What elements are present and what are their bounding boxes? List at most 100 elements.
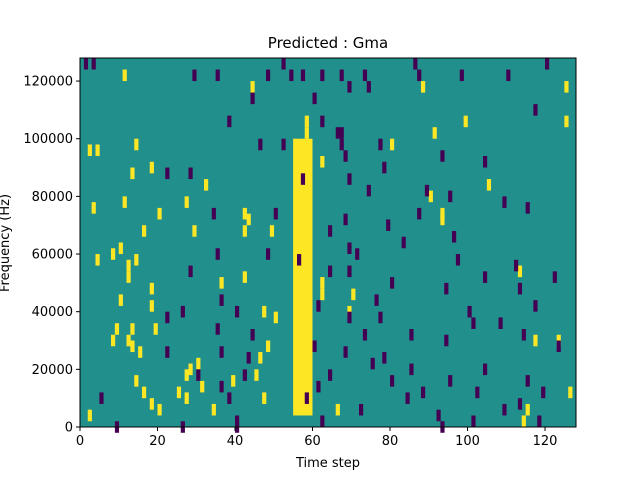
heatmap-cell-high — [126, 259, 131, 272]
heatmap-cell-high — [196, 357, 201, 370]
heatmap-cell-high — [91, 202, 96, 214]
heatmap-cell-high — [138, 346, 143, 358]
heatmap-cell-low — [312, 340, 317, 353]
heatmap-cell-low — [219, 294, 224, 306]
heatmap-cell-low — [316, 380, 321, 393]
heatmap-cell-high — [390, 138, 395, 151]
heatmap-cell-low — [347, 173, 352, 185]
heatmap-cell-high — [525, 403, 530, 416]
heatmap-cell-low — [343, 346, 348, 358]
heatmap-cell-low — [382, 161, 387, 174]
heatmap-cell-high — [87, 144, 92, 157]
heatmap-cell-low — [328, 265, 333, 278]
x-axis-ticks: 0 20 40 60 80 100 120 — [76, 427, 557, 449]
heatmap-cell-high — [157, 207, 162, 220]
heatmap-cell-low — [165, 167, 170, 180]
x-tick-label: 60 — [304, 434, 321, 449]
heatmap-cell-high — [87, 409, 92, 422]
heatmap-cell-low — [525, 202, 530, 214]
heatmap-cell-low — [99, 392, 104, 404]
heatmap-cell-low — [541, 386, 546, 399]
heatmap-cell-low — [304, 392, 309, 404]
heatmap-cell-low — [459, 69, 464, 82]
heatmap-cell-low — [343, 150, 348, 162]
heatmap-cell-low — [409, 363, 414, 376]
heatmap-cell-high — [134, 138, 139, 151]
heatmap-cell-low — [444, 334, 449, 347]
heatmap-cell-low — [413, 58, 418, 70]
heatmap-cell-low — [339, 127, 344, 139]
heatmap-cell-high — [428, 190, 433, 203]
heatmap-cell-high — [335, 403, 340, 416]
x-tick-label: 40 — [227, 434, 244, 449]
heatmap-cell-low — [421, 386, 426, 399]
heatmap-cell-low — [545, 58, 550, 70]
y-axis-ticks: 0 20000 40000 60000 80000 100000 120000 — [23, 75, 80, 436]
heatmap-background — [80, 58, 576, 427]
heatmap-cell-low — [300, 69, 306, 82]
heatmap-cell-high — [204, 179, 209, 191]
heatmap-cell-high — [320, 156, 325, 168]
heatmap-cell-high — [118, 242, 123, 255]
heatmap-cell-high — [130, 167, 135, 180]
y-tick-label: 20000 — [32, 363, 73, 378]
heatmap-cell-low — [165, 311, 170, 324]
heatmap-cell-high — [273, 311, 278, 324]
heatmap-cell-low — [347, 311, 352, 324]
heatmap-cell-low — [424, 184, 430, 197]
heatmap-cell-low — [483, 271, 488, 283]
heatmap-cell-low — [359, 403, 364, 416]
heatmap-cell-low — [533, 300, 538, 312]
heatmap-cell-low — [211, 207, 216, 220]
x-tick-label: 20 — [149, 434, 166, 449]
y-tick-label: 100000 — [23, 132, 73, 147]
heatmap-cell-low — [339, 69, 344, 82]
heatmap-cell-low — [502, 196, 507, 208]
heatmap-cell-low — [401, 236, 406, 249]
heatmap-cell-low — [91, 58, 96, 70]
heatmap-cell-high — [320, 288, 325, 301]
heatmap-cell-low — [355, 248, 360, 260]
heatmap-cell-low — [320, 115, 325, 128]
heatmap-cell-high — [95, 254, 100, 266]
heatmap-cell-high — [118, 294, 123, 306]
y-tick-label: 40000 — [32, 305, 73, 320]
heatmap-cell-low — [347, 81, 352, 93]
heatmap-cell-high — [258, 352, 263, 364]
heatmap-cell-high — [111, 248, 116, 260]
heatmap-cell-low — [235, 305, 240, 318]
heatmap-cell-high — [149, 398, 154, 410]
heatmap-cell-low — [537, 415, 542, 427]
heatmap-cell-high — [521, 415, 526, 427]
y-tick-label: 80000 — [32, 190, 73, 205]
heatmap-cell-low — [273, 207, 278, 220]
chart-title: Predicted : Gma — [268, 34, 388, 52]
heatmap-cell-high — [250, 81, 255, 93]
heatmap-cell-high — [149, 282, 154, 295]
heatmap-cell-low — [405, 392, 410, 404]
heatmap-cell-low — [196, 369, 201, 381]
heatmap-cell-low — [215, 323, 220, 335]
y-axis-label: Frequency (Hz) — [0, 194, 13, 292]
heatmap-cell-high — [95, 144, 100, 157]
plot-frame — [79, 57, 577, 428]
heatmap-cell-high — [122, 196, 127, 208]
heatmap-cell-low — [556, 340, 561, 353]
heatmap-cell-low — [339, 138, 344, 151]
heatmap-cell-high — [157, 403, 162, 416]
heatmap-cell-low — [440, 150, 445, 162]
heatmap-cell-high — [242, 271, 247, 283]
heatmap-cell-low — [506, 69, 511, 82]
heatmap-cell-low — [316, 300, 321, 312]
heatmap-cell-low — [335, 127, 340, 139]
heatmap-cell-high — [134, 375, 139, 387]
heatmap-cell-low — [378, 138, 383, 151]
heatmap-cell-low — [281, 138, 286, 151]
heatmap-cell-low — [347, 265, 352, 278]
heatmap-cell-low — [300, 173, 306, 185]
heatmap-cell-low — [215, 69, 220, 82]
heatmap-cell-high — [564, 81, 569, 93]
heatmap-cell-low — [83, 58, 89, 70]
heatmap-cell-low — [517, 282, 523, 295]
